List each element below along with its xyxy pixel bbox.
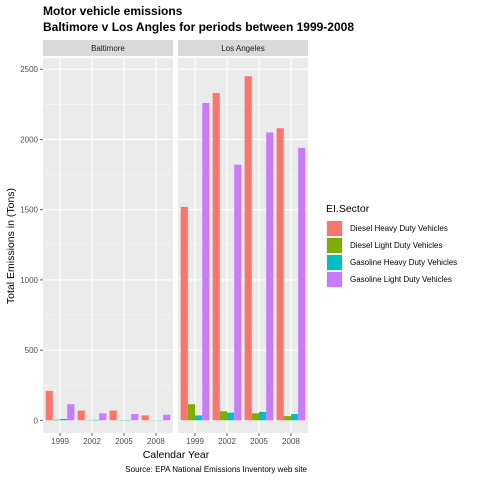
bar-baltimore-1999-series-3 bbox=[60, 418, 68, 421]
bar-baltimore-2002-series-4 bbox=[99, 413, 107, 421]
legend-item-label: Diesel Heavy Duty Vehicles bbox=[350, 224, 448, 233]
bar-los-angeles-2005-series-4 bbox=[266, 132, 274, 421]
bar-baltimore-2008-series-1 bbox=[141, 415, 149, 421]
y-tick-label: 1000 bbox=[20, 276, 38, 285]
panel-los-angeles: Los Angeles 1999 2002 2005 2008 bbox=[178, 40, 308, 446]
bar-los-angeles-1999-series-1 bbox=[180, 206, 188, 421]
x-tick-label: 1999 bbox=[51, 437, 69, 446]
bar-los-angeles-2005-series-1 bbox=[244, 76, 252, 421]
y-tick-label: 1500 bbox=[20, 206, 38, 215]
legend-swatch bbox=[327, 238, 342, 253]
legend-item-label: Diesel Light Duty Vehicles bbox=[350, 241, 443, 250]
bar-baltimore-2008-series-4 bbox=[163, 414, 171, 421]
y-axis-title: Total Emissions in (Tons) bbox=[5, 188, 17, 304]
legend-title: EI.Sector bbox=[326, 203, 370, 215]
bar-los-angeles-2008-series-2 bbox=[283, 416, 291, 421]
legend-swatch bbox=[327, 221, 342, 236]
chart-title: Motor vehicle emissions bbox=[43, 4, 183, 18]
x-axis-title: Calendar Year bbox=[143, 449, 210, 461]
bar-baltimore-1999-series-1 bbox=[45, 390, 53, 421]
bar-los-angeles-2002-series-2 bbox=[219, 411, 228, 421]
x-tick-label: 2008 bbox=[147, 437, 165, 446]
legend-swatch bbox=[327, 255, 342, 270]
bar-los-angeles-2005-series-2 bbox=[251, 413, 259, 421]
panel-background bbox=[178, 58, 308, 433]
x-tick-label: 2002 bbox=[83, 437, 101, 446]
bar-los-angeles-1999-series-3 bbox=[195, 415, 203, 421]
bar-los-angeles-2008-series-1 bbox=[276, 128, 284, 421]
legend-item-label: Gasoline Heavy Duty Vehicles bbox=[350, 258, 457, 267]
bar-los-angeles-1999-series-4 bbox=[202, 102, 210, 421]
facet-strip-label: Baltimore bbox=[91, 44, 125, 53]
y-tick-label: 2500 bbox=[20, 65, 38, 74]
x-tick-label: 2005 bbox=[115, 437, 133, 446]
bar-baltimore-2005-series-4 bbox=[131, 414, 139, 421]
bar-baltimore-2002-series-1 bbox=[77, 410, 85, 421]
panel-background bbox=[43, 58, 173, 433]
bar-los-angeles-1999-series-2 bbox=[187, 404, 196, 421]
bar-los-angeles-2008-series-4 bbox=[298, 147, 306, 421]
legend: Diesel Heavy Duty Vehicles Diesel Light D… bbox=[326, 220, 457, 288]
facet-strip bbox=[178, 40, 308, 56]
legend-swatch bbox=[327, 272, 342, 287]
bar-los-angeles-2005-series-3 bbox=[258, 411, 267, 421]
bar-baltimore-2005-series-1 bbox=[109, 410, 117, 421]
bar-los-angeles-2002-series-4 bbox=[234, 164, 242, 421]
bar-baltimore-1999-series-4 bbox=[67, 404, 75, 421]
y-tick-label: 2000 bbox=[20, 135, 38, 144]
x-tick-label: 2002 bbox=[218, 437, 236, 446]
legend-item-label: Gasoline Light Duty Vehicles bbox=[350, 275, 452, 284]
bar-los-angeles-2008-series-3 bbox=[290, 414, 299, 421]
panel-baltimore: Baltimore 1999 2002 2005 2008 0 500 1000 1500 200… bbox=[20, 40, 173, 446]
facet-strip bbox=[43, 40, 173, 56]
chart-caption: Source: EPA National Emissions Inventory… bbox=[125, 465, 307, 474]
bar-baltimore-2002-series-3 bbox=[92, 419, 100, 421]
facet-strip-label: Los Angeles bbox=[221, 44, 265, 53]
bar-los-angeles-2002-series-3 bbox=[227, 412, 235, 421]
bar-los-angeles-2002-series-1 bbox=[212, 93, 220, 421]
x-tick-label: 1999 bbox=[186, 437, 204, 446]
chart-subtitle: Baltimore v Los Angles for periods betwe… bbox=[43, 20, 354, 34]
facet-panels: Baltimore 1999 2002 2005 2008 0 500 1000 1500 200… bbox=[20, 40, 308, 446]
y-tick-label: 0 bbox=[34, 416, 39, 425]
x-tick-label: 2005 bbox=[250, 437, 268, 446]
bar-baltimore-1999-series-2 bbox=[52, 419, 61, 421]
x-tick-label: 2008 bbox=[282, 437, 300, 446]
y-tick-label: 500 bbox=[25, 346, 39, 355]
